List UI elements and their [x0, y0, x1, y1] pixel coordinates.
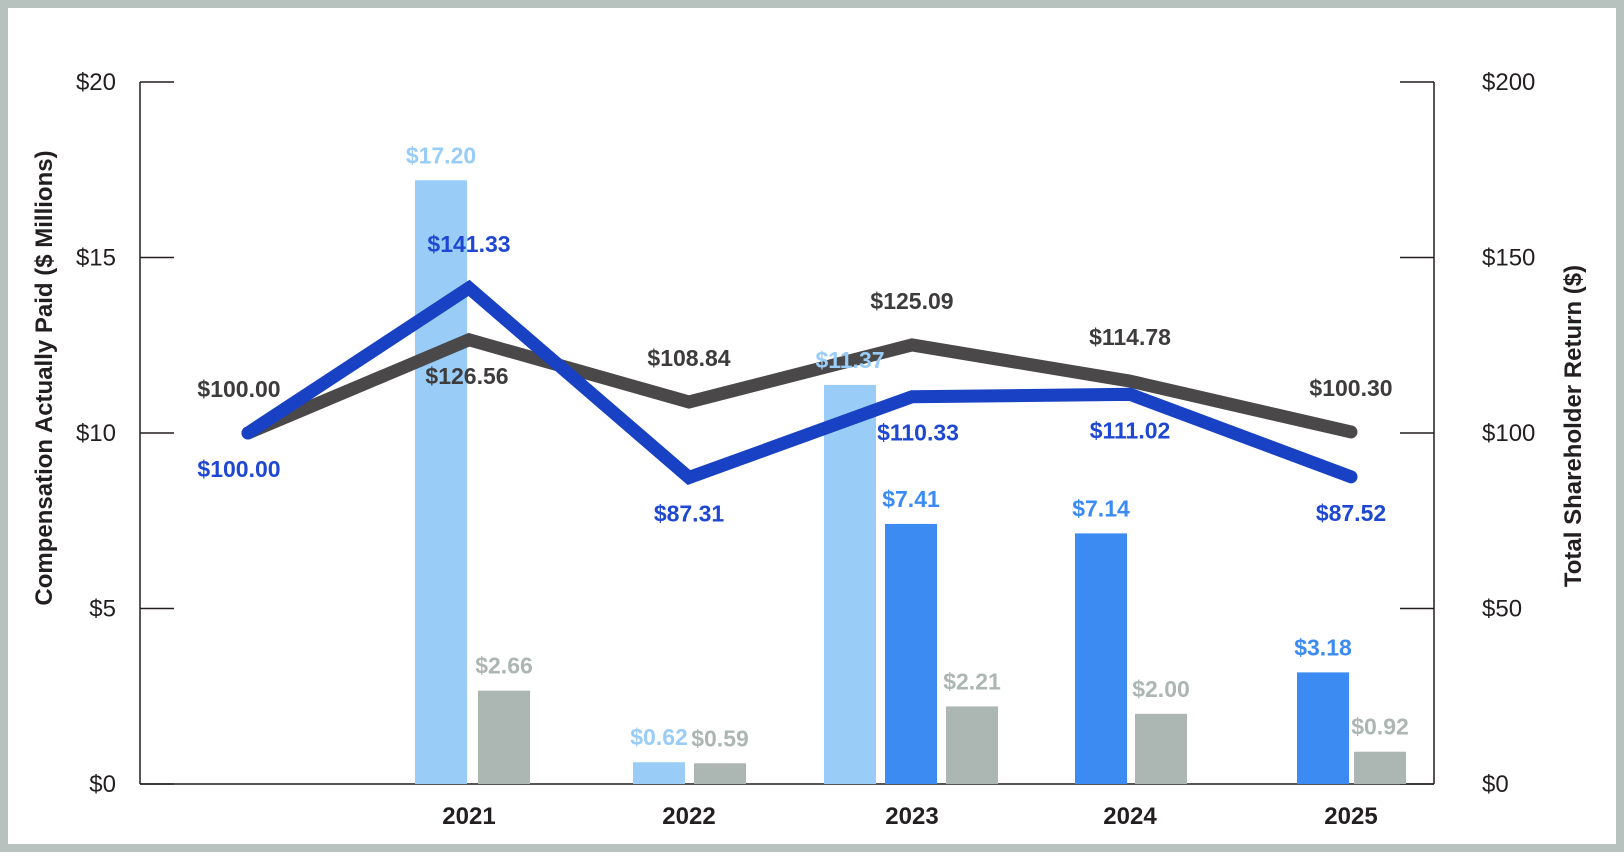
gray-line-data-label: $100.30: [1309, 375, 1392, 401]
blue-line-data-label: $87.52: [1316, 500, 1386, 526]
x-tick-label: 2024: [1103, 803, 1157, 830]
tsr-line-gray: [241, 332, 1358, 440]
gray-line-data-label: $126.56: [425, 363, 508, 389]
blue-line-data-label: $111.02: [1090, 417, 1171, 443]
bar-data-label: $7.14: [1072, 495, 1130, 521]
x-tick-label: 2022: [662, 803, 715, 830]
bar-data-label: $17.20: [406, 142, 476, 168]
left-tick-label: $20: [76, 69, 116, 96]
blue-line-data-label: $87.31: [654, 501, 725, 527]
x-tick-label: 2025: [1324, 803, 1377, 830]
bar: [478, 690, 530, 784]
bar: [694, 763, 746, 784]
tsr-vs-cap-chart: $0 $5 $10 $15 $20 $0 $50 $100 $150 $200 2021 2022 20…: [31, 69, 1587, 830]
left-tick-label: $15: [76, 245, 116, 272]
bars: [415, 180, 1406, 784]
bar-data-label: $0.92: [1351, 714, 1409, 740]
bar: [633, 762, 685, 784]
left-tick-label: $10: [76, 420, 116, 447]
gray-line-data-label: $125.09: [870, 288, 953, 314]
bar-data-label: $11.37: [815, 347, 884, 373]
left-tick-label: $0: [89, 771, 116, 798]
axes: $0 $5 $10 $15 $20 $0 $50 $100 $150 $200 2021 2022 20…: [76, 69, 1535, 830]
bar: [1135, 713, 1187, 784]
blue-line-data-label: $141.33: [427, 231, 510, 257]
bar-data-label: $2.66: [475, 653, 533, 679]
right-tick-label: $0: [1482, 771, 1509, 798]
bar-data-label: $0.62: [630, 724, 688, 750]
left-tick-label: $5: [89, 596, 116, 623]
gray-line-data-label: $114.78: [1089, 324, 1171, 350]
right-tick-label: $50: [1482, 596, 1522, 623]
blue-line-data-label: $100.00: [197, 456, 280, 482]
right-tick-label: $200: [1482, 69, 1535, 96]
bar: [885, 523, 937, 784]
bar: [415, 180, 467, 784]
bar-data-label: $2.21: [943, 668, 1001, 694]
tsr-line-blue: [241, 279, 1358, 485]
bar: [1297, 672, 1349, 784]
lines: [241, 279, 1358, 485]
bar: [1354, 751, 1406, 784]
left-axis-title: Compensation Actually Paid ($ Millions): [31, 150, 58, 605]
blue-line-data-label: $110.33: [877, 420, 959, 446]
x-tick-label: 2021: [442, 803, 495, 830]
bar-data-label: $0.59: [691, 725, 749, 751]
bar: [1075, 533, 1127, 784]
gray-line-data-label: $100.00: [197, 376, 280, 402]
bar-data-label: $2.00: [1132, 676, 1190, 702]
bar-data-label: $7.41: [882, 486, 940, 512]
right-axis-title: Total Shareholder Return ($): [1560, 265, 1587, 587]
right-tick-label: $100: [1482, 420, 1535, 447]
bar: [824, 384, 876, 784]
bar: [946, 706, 998, 784]
bar-data-label: $3.18: [1294, 634, 1352, 660]
right-tick-label: $150: [1482, 245, 1535, 272]
x-tick-label: 2023: [885, 803, 938, 830]
data-labels: $17.20 $0.62 $11.37 $7.41 $7.14 $3.18 $2.66 $0.…: [197, 142, 1408, 751]
gray-line-data-label: $108.84: [647, 345, 730, 371]
